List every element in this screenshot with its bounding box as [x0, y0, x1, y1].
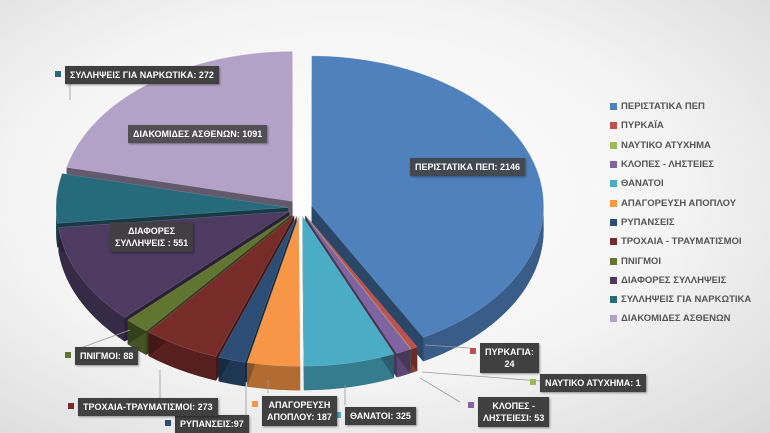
legend-label: ΠΕΡΙΣΤΑΤΙΚΑ ΠΕΠ	[621, 101, 705, 113]
legend-item: ΠΥΡΚΑΪΑ	[610, 116, 751, 135]
data-label-key	[252, 401, 258, 407]
leader-line	[421, 371, 541, 382]
legend-swatch	[610, 141, 617, 149]
legend-label: ΔΙΑΦΟΡΕΣ ΣΥΛΛΗΨΕΙΣ	[621, 274, 727, 286]
data-label-key	[65, 352, 71, 358]
leader-line	[424, 344, 471, 349]
legend-label: ΠΝΙΓΜΟΙ	[621, 255, 662, 267]
data-label-key	[530, 379, 536, 385]
legend-label: ΤΡΟΧΑΙΑ - ΤΡΑΥΜΑΤΙΣΜΟΙ	[621, 236, 742, 248]
data-label: ΔΙΑΦΟΡΕΣ ΣΥΛΛΗΨΕΙΣ : 551	[110, 222, 194, 252]
legend-item: ΡΥΠΑΝΣΕΙΣ	[610, 213, 751, 232]
pie-slice[interactable]	[305, 215, 412, 350]
legend-swatch	[610, 103, 617, 111]
data-label: ΠΥΡΚΑΓΙΑ: 24	[480, 343, 539, 373]
data-label: ΤΡΟΧΑΙΑ-ΤΡΑΥΜΑΤΙΣΜΟΙ: 273	[78, 398, 218, 416]
data-label-key	[335, 412, 341, 418]
legend-item: ΠΕΡΙΣΤΑΤΙΚΑ ΠΕΠ	[610, 97, 751, 116]
legend: ΠΕΡΙΣΤΑΤΙΚΑ ΠΕΠ ΠΥΡΚΑΪΑ ΝΑΥΤΙΚΟ ΑΤΥΧΗΜΑ ΚΛΟ…	[610, 97, 751, 329]
legend-swatch	[610, 122, 617, 130]
legend-item: ΔΙΑΚΟΜΙΔΕΣ ΑΣΘΕΝΩΝ	[610, 309, 751, 328]
legend-item: ΚΛΟΠΕΣ - ΛΗΣΤΕΙΕΣ	[610, 155, 751, 174]
data-label-key	[470, 348, 476, 354]
data-label: ΠΕΡΙΣΤΑΤΙΚΑ ΠΕΠ: 2146	[410, 158, 526, 176]
legend-label: ΝΑΥΤΙΚΟ ΑΤΥΧΗΜΑ	[621, 139, 711, 151]
legend-swatch	[610, 199, 617, 207]
pie-slice[interactable]	[246, 216, 301, 367]
legend-label: ΑΠΑΓΟΡΕΥΣΗ ΑΠΟΠΛΟΥ	[621, 197, 737, 209]
legend-label: ΘΑΝΑΤΟΙ	[621, 178, 664, 190]
data-label: ΔΙΑΚΟΜΙΔΕΣ ΑΣΘΕΝΩΝ: 1091	[128, 125, 268, 143]
legend-swatch	[610, 238, 617, 246]
legend-item: ΔΙΑΦΟΡΕΣ ΣΥΛΛΗΨΕΙΣ	[610, 271, 751, 290]
legend-label: ΚΛΟΠΕΣ - ΛΗΣΤΕΙΕΣ	[621, 159, 715, 171]
pie-slice[interactable]	[311, 55, 544, 338]
pie-slice[interactable]	[304, 215, 411, 354]
legend-label: ΣΥΛΛΗΨΕΙΣ ΓΙΑ ΝΑΡΚΩΤΙΚΑ	[621, 294, 752, 306]
data-label: ΠΝΙΓΜΟΙ: 88	[75, 347, 139, 365]
legend-swatch	[610, 257, 617, 265]
pie-slice[interactable]	[55, 173, 289, 224]
legend-swatch	[610, 315, 617, 323]
pie-slice[interactable]	[147, 215, 295, 357]
legend-item: ΣΥΛΛΗΨΕΙΣ ΓΙΑ ΝΑΡΚΩΤΙΚΑ	[610, 290, 751, 309]
data-label-key	[165, 420, 171, 426]
legend-swatch	[610, 296, 617, 304]
legend-item: ΠΝΙΓΜΟΙ	[610, 251, 751, 270]
legend-swatch	[610, 276, 617, 284]
data-label: ΣΥΛΛΗΨΕΙΣ ΓΙΑ ΝΑΡΚΩΤΙΚΑ: 272	[65, 66, 219, 84]
legend-item: ΤΡΟΧΑΙΑ - ΤΡΑΥΜΑΤΙΣΜΟΙ	[610, 232, 751, 251]
legend-label: ΡΥΠΑΝΣΕΙΣ	[621, 216, 675, 228]
data-label: ΘΑΝΑΤΟΙ: 325	[345, 407, 416, 425]
legend-item: ΝΑΥΤΙΚΟ ΑΤΥΧΗΜΑ	[610, 136, 751, 155]
data-label-key	[68, 403, 74, 409]
leader-line	[419, 377, 461, 403]
data-label-key	[55, 71, 61, 77]
data-label: ΚΛΟΠΕΣ - ΛΗΣΤΕΙΕΣΙ: 53	[478, 397, 550, 427]
pie-slice[interactable]	[127, 214, 293, 332]
legend-label: ΔΙΑΚΟΜΙΔΕΣ ΑΣΘΕΝΩΝ	[621, 313, 731, 325]
data-label: ΑΠΑΓΟΡΕΥΣΗ ΑΠΟΠΛΟΥ: 187	[262, 396, 337, 426]
legend-swatch	[610, 218, 617, 226]
pie-slice[interactable]	[302, 215, 395, 367]
legend-item: ΘΑΝΑΤΟΙ	[610, 174, 751, 193]
legend-swatch	[610, 161, 617, 169]
pie-slice[interactable]	[305, 215, 418, 350]
legend-swatch	[610, 180, 617, 188]
pie-slice[interactable]	[218, 215, 297, 363]
legend-item: ΑΠΑΓΟΡΕΥΣΗ ΑΠΟΠΛΟΥ	[610, 193, 751, 212]
data-label: ΡΥΠΑΝΣΕΙΣ:97	[175, 415, 249, 433]
leader-line	[74, 329, 131, 351]
data-label-key	[468, 402, 474, 408]
legend-label: ΠΥΡΚΑΪΑ	[621, 120, 664, 132]
data-label: ΝΑΥΤΙΚΟ ΑΤΥΧΗΜΑ: 1	[540, 374, 646, 392]
